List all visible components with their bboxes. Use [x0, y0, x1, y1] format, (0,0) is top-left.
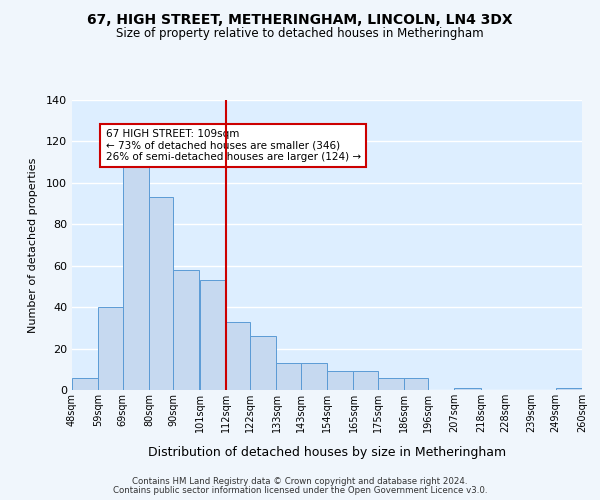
Bar [122, 152, 149, 390]
Bar [173, 270, 199, 390]
Bar [377, 378, 404, 390]
Text: Contains public sector information licensed under the Open Government Licence v3: Contains public sector information licen… [113, 486, 487, 495]
Text: 67 HIGH STREET: 109sqm
← 73% of detached houses are smaller (346)
26% of semi-de: 67 HIGH STREET: 109sqm ← 73% of detached… [106, 129, 361, 162]
Bar [149, 198, 173, 390]
Bar [199, 280, 226, 390]
Bar [226, 322, 250, 390]
Bar [277, 363, 301, 390]
Text: Contains HM Land Registry data © Crown copyright and database right 2024.: Contains HM Land Registry data © Crown c… [132, 477, 468, 486]
Bar [98, 307, 122, 390]
Bar [250, 336, 277, 390]
Bar [327, 372, 353, 390]
Bar [301, 363, 327, 390]
Bar [556, 388, 582, 390]
Text: Size of property relative to detached houses in Metheringham: Size of property relative to detached ho… [116, 28, 484, 40]
Bar [72, 378, 98, 390]
Text: 67, HIGH STREET, METHERINGHAM, LINCOLN, LN4 3DX: 67, HIGH STREET, METHERINGHAM, LINCOLN, … [87, 12, 513, 26]
Y-axis label: Number of detached properties: Number of detached properties [28, 158, 38, 332]
X-axis label: Distribution of detached houses by size in Metheringham: Distribution of detached houses by size … [148, 446, 506, 459]
Bar [455, 388, 481, 390]
Bar [353, 372, 377, 390]
Bar [404, 378, 428, 390]
